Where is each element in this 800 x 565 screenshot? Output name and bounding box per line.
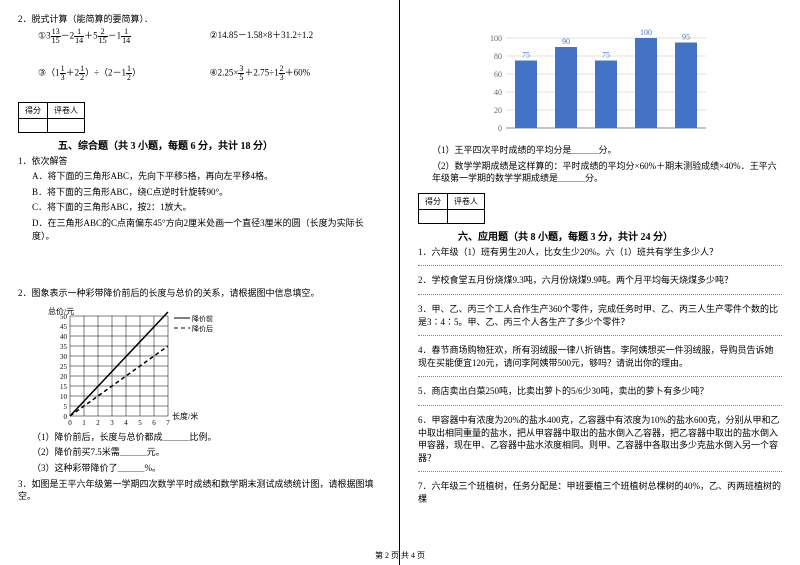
- q6-6: 6．甲容器中有浓度为20%的盐水400克，乙容器中有浓度为10%的盐水600克，…: [418, 414, 782, 464]
- svg-text:75: 75: [602, 51, 610, 60]
- svg-text:40: 40: [494, 88, 502, 97]
- bar-q2: （2）数学学期成绩是这样算的：平时成绩的平均分×60%＋期末测验成绩×40%．王…: [432, 160, 782, 185]
- page: 2．脱式计算（能简算的要简算）． ①31315－2114＋5215－1114 ②…: [0, 0, 800, 565]
- q5-1-b: B．将下面的三角形ABC，绕C点逆时针旋转90°。: [32, 186, 381, 199]
- formula-b: ②14.85－1.58×8＋31.2÷1.2: [210, 28, 382, 45]
- svg-text:60: 60: [494, 70, 502, 79]
- svg-text:100: 100: [490, 34, 502, 43]
- q5-2-2: （2）降价前买7.5米需＿＿＿元。: [32, 446, 381, 459]
- svg-text:2: 2: [96, 419, 100, 427]
- svg-text:90: 90: [562, 37, 570, 46]
- svg-text:0: 0: [68, 419, 72, 427]
- page-footer: 第 2 页 共 4 页: [0, 550, 800, 561]
- svg-text:80: 80: [494, 52, 502, 61]
- svg-text:降价前: 降价前: [192, 314, 213, 323]
- svg-text:35: 35: [60, 343, 68, 351]
- formula-a: ①31315－2114＋5215－1114: [18, 28, 210, 45]
- svg-text:4: 4: [124, 419, 128, 427]
- svg-text:降价后: 降价后: [192, 324, 213, 333]
- formula-d: ④2.25×35＋2.75÷123＋60%: [210, 65, 382, 82]
- q6-1: 1．六年级（1）班有男生20人，比女生少20%。六（1）班共有学生多少人？: [418, 246, 782, 259]
- svg-text:0: 0: [64, 413, 68, 421]
- formula-c: ③（113＋212）÷（2－112）: [18, 65, 210, 82]
- svg-text:5: 5: [64, 403, 68, 411]
- q5-1-c: C．将下面的三角形ABC，按2：1放大。: [32, 201, 381, 214]
- svg-text:30: 30: [60, 353, 68, 361]
- section-6-title: 六、应用题（共 8 小题，每题 3 分，共计 24 分）: [458, 228, 782, 243]
- score-box-right: 得分评卷人: [418, 193, 485, 224]
- line-chart: 0510152025303540455001234567总价/元长度/米降价前降…: [46, 306, 186, 426]
- svg-text:7: 7: [166, 419, 170, 427]
- q6-5: 5．商店卖出白菜250吨，比卖出萝卜的5/6少30吨，卖出的萝卜有多少吨？: [418, 385, 782, 398]
- section-5-title: 五、综合题（共 3 小题，每题 6 分，共计 18 分）: [58, 137, 381, 152]
- bar-chart: 0 20 40 60 80 100 75 90 75 100 95: [478, 10, 718, 140]
- q5-1: 1．依次解答: [18, 155, 381, 168]
- section-5-header: 得分评卷人: [18, 102, 381, 133]
- svg-text:40: 40: [60, 333, 68, 341]
- svg-text:100: 100: [640, 28, 652, 37]
- q6-2: 2．学校食堂五月份烧煤9.3吨，六月份烧煤9.9吨。两个月平均每天烧煤多少吨？: [418, 274, 782, 287]
- q-calc-label: 2．脱式计算（能简算的要简算）．: [18, 13, 381, 26]
- q5-2-3: （3）这种彩带降价了＿＿＿%。: [32, 462, 381, 475]
- svg-text:1: 1: [82, 419, 86, 427]
- right-column: 0 20 40 60 80 100 75 90 75 100 95 （1）王平四次平时成绩的平均分是…: [400, 0, 800, 565]
- svg-text:10: 10: [60, 393, 68, 401]
- svg-text:95: 95: [682, 33, 690, 42]
- svg-text:15: 15: [60, 383, 68, 391]
- q5-1-d: D．在三角形ABC的C点南偏东45°方向2厘米处画一个直径3厘米的圆（长度为实际…: [32, 217, 381, 242]
- q6-4: 4．春节商场购物狂欢，所有羽绒服一律八折销售。李阿姨想买一件羽绒服，导购员告诉她…: [418, 344, 782, 369]
- q5-1-a: A．将下面的三角形ABC，先向下平移5格，再向左平移4格。: [32, 170, 381, 183]
- svg-text:5: 5: [138, 419, 142, 427]
- formula-row-2: ③（113＋212）÷（2－112） ④2.25×35＋2.75÷123＋60%: [18, 65, 381, 82]
- formula-row-1: ①31315－2114＋5215－1114 ②14.85－1.58×8＋31.2…: [18, 28, 381, 45]
- svg-text:25: 25: [60, 363, 68, 371]
- svg-text:20: 20: [60, 373, 68, 381]
- bar-q1: （1）王平四次平时成绩的平均分是＿＿＿分。: [432, 144, 782, 157]
- line-chart-svg: 0510152025303540455001234567总价/元长度/米降价前降…: [46, 306, 216, 436]
- svg-text:3: 3: [110, 419, 114, 427]
- q5-2: 2．图象表示一种彩带降价前后的长度与总价的关系，请根据图中信息填空。: [18, 287, 381, 300]
- svg-text:20: 20: [494, 106, 502, 115]
- svg-text:75: 75: [522, 51, 530, 60]
- svg-text:长度/米: 长度/米: [172, 411, 198, 421]
- left-column: 2．脱式计算（能简算的要简算）． ①31315－2114＋5215－1114 ②…: [0, 0, 400, 565]
- svg-text:6: 6: [152, 419, 156, 427]
- q6-3: 3．甲、乙、丙三个工人合作生产360个零件，完成任务时甲、乙、丙三人生产零件个数…: [418, 303, 782, 328]
- svg-text:0: 0: [498, 124, 502, 133]
- score-box-left: 得分评卷人: [18, 102, 85, 133]
- q5-3: 3．如图是王平六年级第一学期四次数学平时成绩和数学期末测试成绩统计图，请根据图填…: [18, 478, 381, 503]
- svg-text:45: 45: [60, 323, 68, 331]
- bar-chart-svg: 0 20 40 60 80 100 75 90 75 100 95: [478, 10, 718, 140]
- section-6-header: 得分评卷人: [418, 193, 782, 224]
- q6-7: 7．六年级三个班植树，任务分配是：甲班要植三个班植树总棵树的40%，乙、丙两班植…: [418, 480, 782, 505]
- svg-text:总价/元: 总价/元: [48, 306, 74, 316]
